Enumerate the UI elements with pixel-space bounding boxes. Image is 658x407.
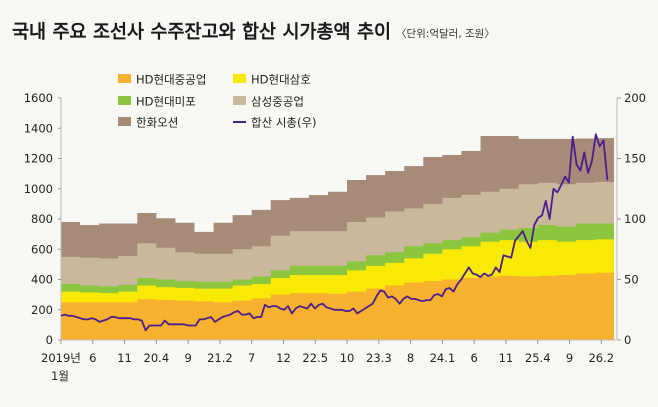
x-tick-label: 21.2 [207, 351, 233, 365]
x-tick-label: 12 [276, 351, 291, 365]
legend-label: HD현대미포 [136, 95, 196, 109]
x-sub-label: 1월 [51, 369, 69, 383]
x-tick-label: 7 [248, 351, 255, 365]
legend-swatch [118, 74, 131, 83]
x-tick-label: 10 [340, 351, 355, 365]
legend-label: 합산 시총(우) [251, 116, 317, 130]
legend-label: HD현대중공업 [136, 73, 206, 87]
right-tick-label: 200 [624, 91, 646, 105]
x-tick-label: 11 [117, 351, 132, 365]
left-tick-label: 1000 [24, 182, 53, 196]
right-tick-label: 100 [624, 212, 646, 226]
x-tick-label: 9 [184, 351, 191, 365]
x-tick-label: 25.4 [525, 351, 551, 365]
legend-label: HD현대삼호 [251, 73, 311, 87]
x-tick-label: 26.2 [588, 351, 614, 365]
x-tick-label: 6 [89, 351, 96, 365]
x-tick-label: 11 [499, 351, 514, 365]
x-tick-label: 2019년 [41, 351, 81, 365]
legend-swatch [118, 117, 131, 126]
left-tick-label: 1200 [24, 152, 53, 166]
left-tick-label: 1400 [24, 121, 53, 135]
left-tick-label: 800 [31, 212, 53, 226]
x-tick-label: 9 [566, 351, 573, 365]
right-tick-label: 150 [624, 152, 646, 166]
x-tick-label: 23.3 [366, 351, 392, 365]
legend-swatch [118, 96, 131, 105]
axes: 0 200 400 600 800 1000 1200 1400 1600 0 50 100 150 20… [24, 91, 646, 383]
left-tick-label: 600 [31, 242, 53, 256]
x-tick-label: 24.1 [430, 351, 456, 365]
legend-label: 한화오션 [136, 116, 178, 130]
stacked-areas [61, 135, 614, 340]
x-tick-label: 6 [471, 351, 478, 365]
legend-label: 삼성중공업 [251, 95, 304, 109]
legend-swatch [233, 74, 246, 83]
right-tick-label: 50 [624, 273, 639, 287]
left-tick-label: 0 [46, 333, 53, 347]
left-tick-label: 200 [31, 303, 53, 317]
x-tick-label: 20.4 [144, 351, 170, 365]
left-tick-label: 400 [31, 273, 53, 287]
x-tick-label: 22.5 [302, 351, 328, 365]
market-cap-polyline [60, 133, 609, 332]
chart-title: 국내 주요 조선사 수주잔고와 합산 시가총액 추이 [12, 21, 391, 43]
right-tick-label: 0 [624, 333, 631, 347]
left-tick-label: 1600 [24, 91, 53, 105]
chart-subtitle: 〈단위:억달러, 조원〉 [396, 27, 495, 40]
legend-swatch [233, 96, 246, 105]
area-HD현대중공업 [61, 272, 614, 340]
market-cap-line [60, 133, 609, 332]
x-tick-label: 8 [407, 351, 414, 365]
